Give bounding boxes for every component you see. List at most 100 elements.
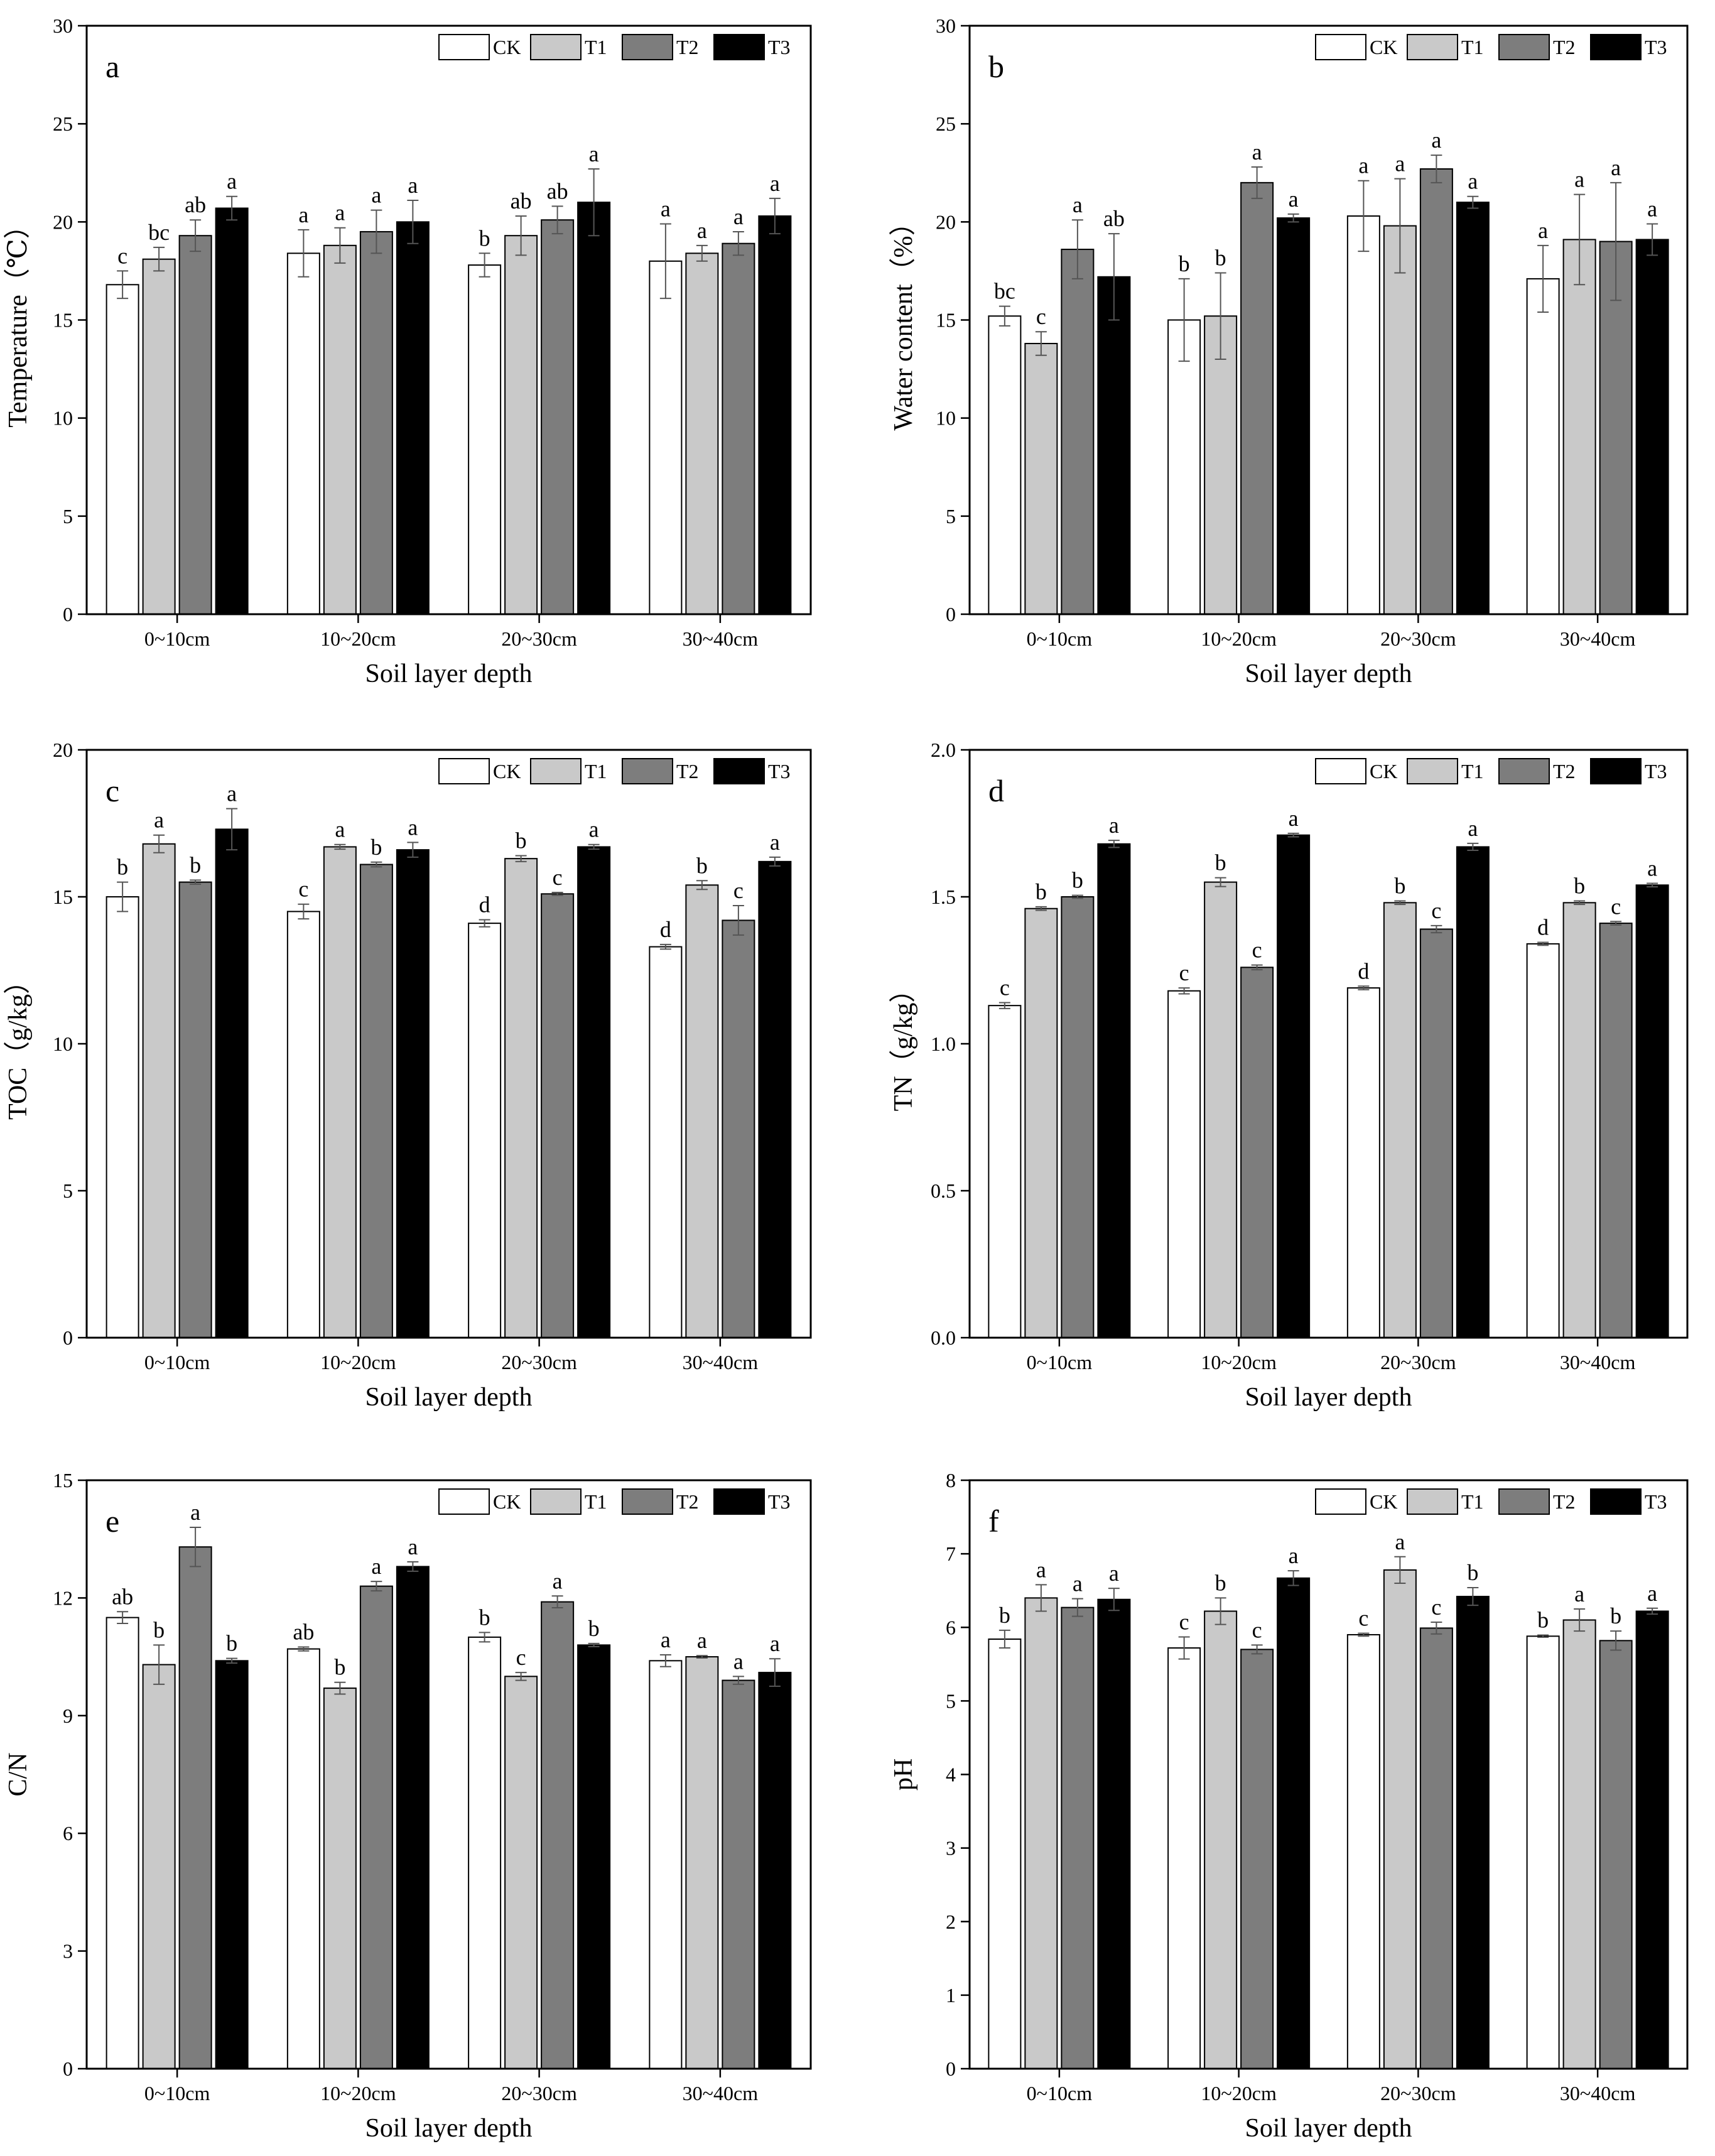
- bar-T3: [1635, 239, 1669, 615]
- bar-T1: [685, 884, 719, 1338]
- y-tick-label: 1: [946, 1984, 956, 2007]
- significance-label: b: [696, 853, 708, 878]
- significance-label: a: [227, 781, 237, 806]
- bar-CK: [286, 1648, 320, 2069]
- bar-T2: [1419, 928, 1453, 1338]
- significance-label: a: [661, 196, 671, 221]
- x-tick-label: 20~30cm: [1380, 2082, 1456, 2105]
- bar-CK: [468, 923, 502, 1338]
- bar-T1: [1383, 1569, 1417, 2070]
- y-tick-label: 7: [946, 1542, 956, 1565]
- panel-letter: d: [988, 773, 1004, 808]
- x-axis-title: Soil layer depth: [365, 1383, 533, 1412]
- significance-label: a: [733, 204, 744, 229]
- plot-frame: [968, 1479, 1689, 2070]
- x-axis-title: Soil layer depth: [365, 2114, 533, 2143]
- legend-label: T3: [1645, 760, 1667, 783]
- bar-T3: [215, 207, 249, 615]
- significance-label: a: [408, 173, 418, 198]
- bar-T1: [1562, 239, 1596, 615]
- bar-T3: [577, 202, 611, 615]
- significance-label: a: [408, 1534, 418, 1559]
- significance-label: a: [227, 169, 237, 194]
- significance-label: a: [190, 1500, 200, 1525]
- bar-T2: [722, 1679, 755, 2070]
- chart-panel-a: 051015202530Temperature（℃）0~10cmcbcaba10…: [4, 14, 812, 688]
- legend-swatch-T3: [1590, 1488, 1642, 1515]
- bar-T1: [1383, 225, 1417, 615]
- y-tick-label: 10: [53, 407, 73, 430]
- legend-swatch-CK: [1315, 34, 1366, 60]
- y-tick-label: 6: [63, 1822, 73, 1845]
- bar-T2: [722, 242, 755, 615]
- legend-swatch-T1: [1407, 1488, 1458, 1515]
- bar-T1: [504, 235, 538, 615]
- legend-label: CK: [1370, 1490, 1397, 1513]
- bar-T2: [1061, 896, 1095, 1338]
- bar-T3: [577, 1644, 611, 2070]
- significance-label: b: [1574, 874, 1585, 899]
- bar-CK: [1526, 278, 1560, 615]
- legend-label: CK: [493, 760, 521, 783]
- bar-T2: [1061, 249, 1095, 615]
- legend-label: T1: [585, 760, 607, 783]
- significance-label: b: [1537, 1608, 1549, 1633]
- x-tick-label: 10~20cm: [320, 627, 396, 650]
- y-tick-label: 1.5: [931, 886, 956, 908]
- y-tick-label: 3: [946, 1837, 956, 1860]
- bar-T2: [178, 235, 212, 615]
- x-tick-label: 20~30cm: [501, 1351, 577, 1373]
- bar-CK: [649, 260, 683, 615]
- significance-label: a: [697, 218, 707, 243]
- significance-label: a: [1289, 806, 1299, 831]
- bar-T3: [1097, 843, 1131, 1338]
- bar-T2: [1419, 168, 1453, 615]
- legend-swatch-T2: [622, 34, 673, 60]
- bar-CK: [988, 1005, 1022, 1339]
- bar-T1: [504, 858, 538, 1339]
- significance-label: ab: [1103, 206, 1125, 231]
- bar-T3: [758, 860, 792, 1338]
- x-tick-label: 20~30cm: [501, 627, 577, 650]
- y-tick-label: 30: [53, 14, 73, 37]
- legend-label: T2: [676, 1490, 699, 1513]
- x-tick-label: 0~10cm: [1027, 2082, 1093, 2105]
- plot-frame: [85, 749, 812, 1339]
- plot-frame: [968, 749, 1689, 1339]
- bar-T2: [1599, 923, 1633, 1338]
- bar-T1: [685, 252, 719, 615]
- significance-label: b: [588, 1616, 600, 1641]
- legend-swatch-T2: [1498, 34, 1550, 60]
- x-tick-label: 0~10cm: [1027, 1351, 1093, 1373]
- bar-T1: [1204, 1610, 1238, 2069]
- bar-T2: [541, 1601, 575, 2070]
- x-tick-label: 30~40cm: [683, 627, 759, 650]
- x-axis-title: Soil layer depth: [1245, 2114, 1412, 2143]
- bar-CK: [286, 252, 320, 615]
- chart-panel-c: 0 5 10 15 20 TOC（g/kg） 0~10cm b a b a 10~20cm c a b a 20…: [4, 739, 812, 1412]
- x-axis-title: Soil layer depth: [1245, 1383, 1412, 1412]
- bar-CK: [649, 946, 683, 1339]
- bar-T1: [504, 1676, 538, 2069]
- bar-CK: [1526, 1635, 1560, 2069]
- significance-label: b: [516, 828, 527, 853]
- y-axis-title: TOC（g/kg）: [4, 968, 33, 1120]
- significance-label: a: [1647, 855, 1657, 880]
- significance-label: d: [1537, 915, 1549, 940]
- significance-label: c: [1252, 938, 1262, 963]
- y-tick-label: 20: [53, 739, 73, 761]
- significance-label: d: [479, 892, 490, 918]
- legend-swatch-CK: [438, 758, 490, 784]
- significance-label: c: [1036, 304, 1046, 329]
- legend-label: T1: [585, 36, 607, 58]
- panel-letter: f: [988, 1503, 999, 1539]
- x-tick-label: 0~10cm: [1027, 627, 1093, 650]
- significance-label: c: [1431, 898, 1441, 923]
- significance-label: c: [1252, 1617, 1262, 1642]
- bar-T2: [178, 881, 212, 1338]
- x-tick-label: 30~40cm: [1560, 627, 1636, 650]
- bar-T1: [323, 846, 357, 1338]
